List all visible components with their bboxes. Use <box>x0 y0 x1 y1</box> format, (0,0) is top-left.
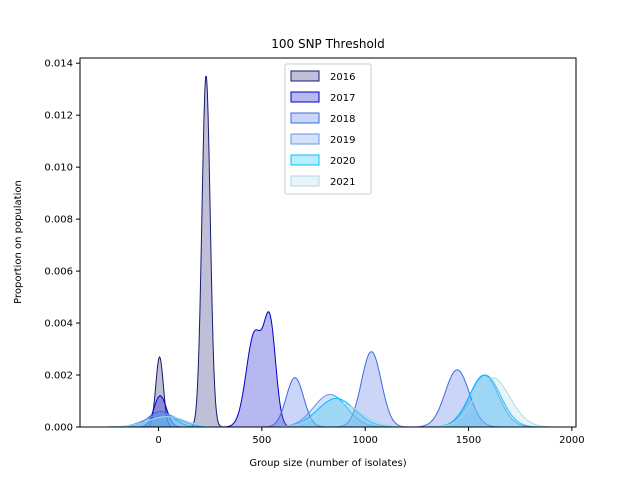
legend: 2016 2017 2018 2019 2020 2021 <box>284 63 372 195</box>
y-axis-title: Proportion on population <box>13 180 24 304</box>
y-tick-label: 0.004 <box>44 319 73 330</box>
x-axis: 0 500 1000 1500 2000 <box>155 427 585 446</box>
y-tick-label: 0.002 <box>44 371 73 382</box>
series-area-2021 <box>92 377 565 428</box>
y-tick-label: 0.012 <box>44 111 73 122</box>
x-tick-label: 1500 <box>456 435 481 446</box>
legend-label-2018: 2018 <box>330 114 355 125</box>
x-tick-label: 0 <box>155 435 161 446</box>
x-tick-label: 1000 <box>352 435 377 446</box>
legend-swatch-2020 <box>290 154 320 166</box>
chart-title: 100 SNP Threshold <box>271 37 385 51</box>
legend-swatch-2016 <box>290 70 320 82</box>
legend-label-2020: 2020 <box>330 156 355 167</box>
y-tick-label: 0.010 <box>44 163 73 174</box>
legend-label-2019: 2019 <box>330 135 355 146</box>
legend-swatch-2018 <box>290 112 320 124</box>
y-tick-label: 0.014 <box>44 59 73 70</box>
x-axis-title: Group size (number of isolates) <box>249 458 406 469</box>
plot-frame <box>79 57 577 428</box>
y-tick-label: 0.008 <box>44 215 73 226</box>
y-tick-label: 0.000 <box>44 423 73 434</box>
legend-swatch-2021 <box>290 175 320 187</box>
y-tick-label: 0.006 <box>44 267 73 278</box>
legend-swatch-2017 <box>290 91 320 103</box>
legend-label-2021: 2021 <box>330 177 355 188</box>
legend-label-2017: 2017 <box>330 93 355 104</box>
legend-box <box>284 63 372 195</box>
legend-swatch-2019 <box>290 133 320 145</box>
x-tick-label: 500 <box>252 435 271 446</box>
x-tick-label: 2000 <box>559 435 584 446</box>
y-axis: 0.000 0.002 0.004 0.006 0.008 0.010 0.012 0.014 <box>44 59 80 434</box>
legend-label-2016: 2016 <box>330 72 355 83</box>
